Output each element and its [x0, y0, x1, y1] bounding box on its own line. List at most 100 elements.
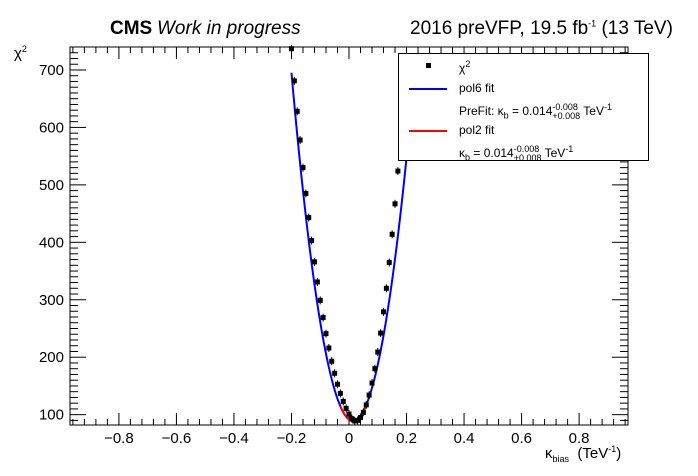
energy-label: (13 TeV) — [601, 18, 673, 39]
data-point — [288, 46, 294, 52]
legend-prefit-unit-sup: -1 — [603, 102, 612, 112]
legend-entry-chi2: χ2 — [399, 56, 648, 77]
legend-pol6-label: pol6 fit — [459, 81, 495, 95]
legend-pol2-label: pol2 fit — [459, 123, 495, 137]
data-point — [314, 279, 320, 285]
legend-prefit-sub: b — [503, 110, 509, 121]
y-tick-label: 100 — [39, 407, 64, 424]
pol6-fit-curve — [290, 72, 408, 422]
data-point — [329, 358, 335, 364]
data-point — [369, 380, 375, 386]
y-tick-label: 700 — [39, 62, 64, 79]
legend-line-red-icon — [409, 130, 447, 132]
data-point — [392, 201, 398, 207]
data-point — [375, 349, 381, 355]
data-point — [352, 418, 358, 424]
data-point — [323, 331, 329, 337]
legend-fit-prefix: κ — [459, 146, 465, 160]
legend-prefit-prefix: PreFit: κ — [459, 104, 504, 118]
legend-entry-fit: κb = 0.014 -0.008 +0.008 TeV-1 — [399, 141, 648, 162]
legend-prefit-down: +0.008 — [552, 110, 581, 121]
data-point — [366, 392, 372, 398]
y-axis-symbol: χ — [14, 45, 22, 62]
legend: χ2 pol6 fit PreFit: κb = 0.014 -0.008 +0.0… — [398, 53, 649, 162]
legend-marker-icon — [426, 63, 431, 68]
data-points — [288, 44, 410, 425]
legend-prefit-errors: -0.008 +0.008 — [552, 101, 581, 121]
data-point — [340, 398, 346, 404]
tick-labels: −0.8 −0.6 −0.4 −0.2 0 0.2 0.4 0.6 0.8 100 200 300 40… — [39, 62, 590, 447]
legend-fit-unit: TeV — [541, 146, 566, 160]
x-tick-label: 0.8 — [569, 430, 590, 447]
cms-label: CMS — [110, 18, 153, 39]
x-tick-label: 0 — [345, 430, 353, 447]
data-point — [320, 315, 326, 321]
legend-prefit-up: -0.008 — [552, 101, 578, 112]
legend-entry-pol6: pol6 fit — [399, 78, 648, 99]
legend-fit-sub: b — [465, 152, 471, 163]
data-point — [332, 370, 338, 376]
data-point — [363, 402, 369, 408]
data-point — [291, 78, 297, 84]
y-axis-sup: 2 — [21, 44, 27, 54]
status-label: Work in progress — [157, 18, 301, 39]
x-axis-close: ) — [616, 445, 622, 462]
lumi-prefix: 2016 preVFP, 19.5 fb — [410, 18, 589, 39]
data-point — [386, 259, 392, 265]
data-point — [346, 411, 352, 417]
x-axis-unit: (TeV — [577, 445, 609, 462]
data-point — [294, 108, 300, 114]
data-point — [317, 297, 323, 303]
data-point — [355, 417, 361, 423]
data-point — [303, 190, 309, 196]
data-point — [311, 259, 317, 265]
data-point — [306, 215, 312, 221]
data-point — [334, 381, 340, 387]
legend-entry-prefit: PreFit: κb = 0.014 -0.008 +0.008 TeV-1 — [399, 99, 648, 120]
legend-chi2-sup: 2 — [465, 59, 471, 69]
data-point — [383, 285, 389, 291]
data-point — [360, 409, 366, 415]
data-point — [358, 415, 364, 421]
legend-entry-pol2: pol2 fit — [399, 120, 648, 141]
y-tick-label: 200 — [39, 349, 64, 366]
x-tick-label: 0.4 — [454, 430, 475, 447]
data-point — [389, 231, 395, 237]
data-point — [337, 390, 343, 396]
legend-prefit-value: = 0.014 — [508, 104, 553, 118]
legend-line-blue-icon — [409, 88, 447, 90]
lumi-exponent: -1 — [588, 18, 597, 29]
legend-fit-up: -0.008 — [513, 143, 540, 154]
y-tick-label: 400 — [39, 234, 64, 251]
data-point — [381, 309, 387, 315]
x-axis-sub: bias — [552, 454, 570, 464]
data-point — [378, 330, 384, 336]
legend-fit-value: = 0.014 — [470, 146, 514, 160]
x-tick-label: −0.4 — [219, 430, 249, 447]
x-tick-label: −0.8 — [104, 430, 134, 447]
legend-fit-down: +0.008 — [513, 152, 542, 163]
y-tick-label: 300 — [39, 292, 64, 309]
legend-fit-unit-sup: -1 — [565, 144, 574, 154]
data-point — [372, 366, 378, 372]
x-axis-label: κbias (TeV-1) — [545, 444, 621, 464]
x-tick-label: −0.6 — [162, 430, 192, 447]
data-point — [300, 165, 306, 171]
x-axis-unit-sup: -1 — [608, 444, 617, 454]
data-point — [349, 416, 355, 422]
data-point — [395, 168, 401, 174]
data-point — [297, 137, 303, 143]
fit-curves — [290, 72, 408, 422]
data-point — [326, 345, 332, 351]
x-axis-symbol: κ — [545, 445, 553, 462]
y-axis-label: χ2 — [14, 44, 27, 62]
legend-fit-errors: -0.008 +0.008 — [513, 143, 542, 163]
luminosity-label: 2016 preVFP, 19.5 fb-1 (13 TeV) — [410, 18, 673, 40]
legend-chi2-label: χ — [459, 61, 466, 75]
data-point — [343, 405, 349, 411]
x-tick-label: 0.2 — [396, 430, 417, 447]
x-tick-label: −0.2 — [277, 430, 307, 447]
y-tick-label: 500 — [39, 177, 64, 194]
x-tick-label: 0.6 — [511, 430, 532, 447]
